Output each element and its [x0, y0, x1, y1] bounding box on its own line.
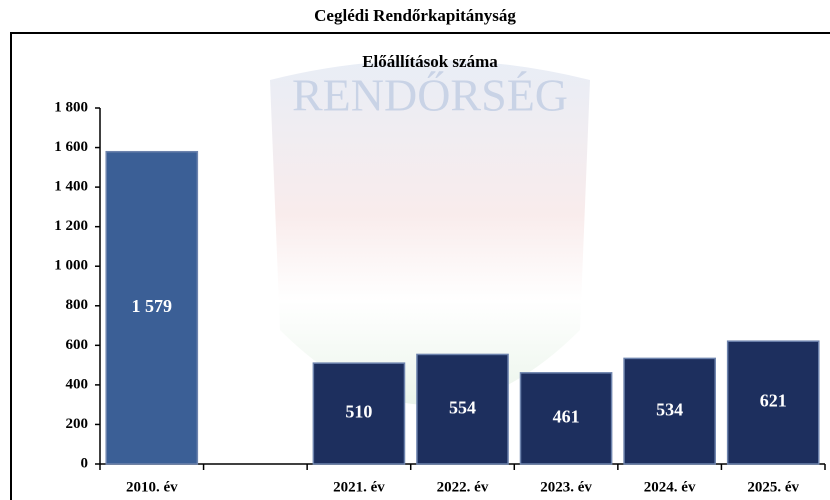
x-tick-label: 2023. év [540, 479, 592, 495]
y-tick-label: 200 [66, 416, 89, 432]
y-tick-label: 1 600 [54, 139, 88, 155]
watermark: RENDŐRSÉG [292, 70, 568, 121]
value-label: 461 [553, 407, 580, 427]
x-tick-label: 2025. év [747, 479, 799, 495]
y-tick-label: 0 [81, 455, 89, 471]
chart-title: Ceglédi Rendőrkapitányság [314, 6, 516, 25]
bar [623, 357, 716, 465]
y-tick-label: 800 [66, 297, 89, 313]
bar [105, 150, 199, 465]
y-tick-label: 1 800 [54, 99, 88, 115]
y-tick-label: 1 400 [54, 179, 88, 195]
x-tick-label: 2021. év [333, 479, 385, 495]
bar [416, 353, 509, 465]
y-tick-label: 600 [66, 337, 89, 353]
chart-subtitle: Előállítások száma [362, 52, 498, 71]
bar [312, 362, 406, 465]
x-tick-label: 2010. év [126, 479, 178, 495]
value-label: 510 [345, 402, 372, 422]
x-tick-label: 2024. év [644, 479, 696, 495]
emblem [270, 60, 590, 405]
y-tick-label: 400 [66, 376, 89, 392]
y-tick-label: 1 200 [54, 218, 88, 234]
bar [519, 372, 613, 465]
y-tick-label: 1 000 [54, 258, 88, 274]
x-tick-label: 2022. év [437, 479, 489, 495]
value-label: 554 [449, 397, 476, 417]
bar [726, 340, 820, 465]
value-label: 534 [656, 399, 683, 419]
value-label: 621 [760, 391, 787, 411]
value-label: 1 579 [132, 296, 173, 316]
